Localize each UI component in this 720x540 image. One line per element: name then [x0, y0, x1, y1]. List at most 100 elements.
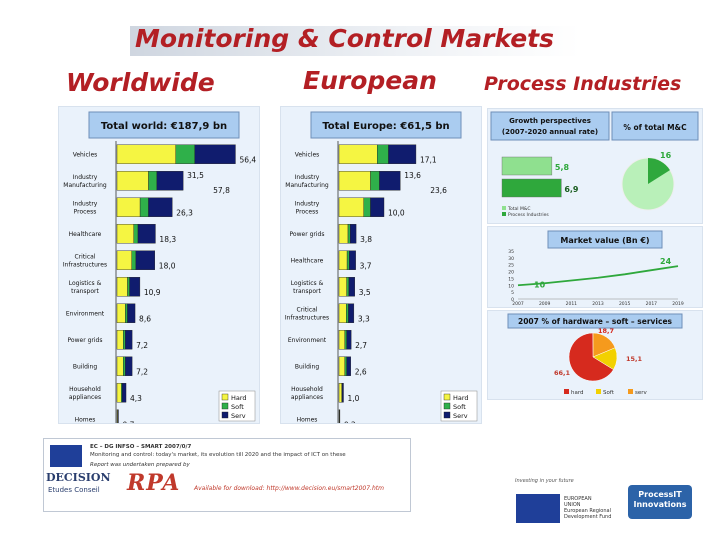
bar-segment-serv: [370, 197, 385, 217]
chart-title: Total Europe: €61,5 bn: [322, 121, 449, 132]
market-ytick: 15: [508, 276, 514, 282]
worldwide-panel: Total world: €187,9 bn Vehicles 56,4 Indust…: [58, 106, 260, 433]
market-start-label: 10: [534, 280, 546, 289]
pct-title-box: [611, 111, 699, 141]
growth-bar: [501, 156, 553, 176]
market-value-panel: Market value (Bn €) 35 30 25 20 15 10 5 0 2007 200…: [487, 226, 703, 308]
bar-segment-soft: [125, 303, 128, 323]
category-label: Household: [69, 386, 101, 393]
growth-value-label: 5,8: [555, 163, 570, 172]
bar-segment-hard: [116, 277, 128, 297]
growth-legend-label: Total M&C: [507, 206, 530, 212]
report-footer: [43, 438, 411, 512]
bar-segment-serv: [125, 330, 133, 350]
bar-segment-hard: [116, 330, 124, 350]
bar-segment-soft: [363, 197, 371, 217]
market-ytick: 10: [508, 283, 514, 289]
bar-segment-soft: [345, 303, 349, 323]
market-line: [517, 265, 679, 287]
bar-segment-serv: [348, 303, 355, 323]
hwpie-legend-swatch: [564, 389, 569, 394]
market-xtick: 2011: [566, 301, 578, 307]
eu-flag-icon: [50, 445, 82, 467]
category-label: Logistics &: [291, 280, 324, 287]
bar-segment-soft: [148, 171, 158, 191]
bar-segment-hard: [338, 144, 378, 164]
growth-chart: Growth perspectives (2007-2020 annual rat…: [490, 111, 699, 218]
growth-title-box: [490, 111, 610, 141]
hw-soft-serv-chart: 2007 % of hardware – soft – services18,7…: [507, 313, 683, 396]
bar-total-label: 3,5: [359, 288, 371, 297]
category-label: Healthcare: [291, 257, 324, 264]
bar-segment-serv: [137, 224, 156, 244]
bar-segment-soft: [377, 144, 389, 164]
pct-pie-label: 16: [660, 151, 672, 160]
bar-segment-soft: [131, 250, 137, 270]
bar-segment-serv: [348, 277, 355, 297]
download-link[interactable]: Available for download: http://www.decis…: [194, 485, 384, 492]
bar-segment-serv: [379, 171, 401, 191]
title-band: [130, 26, 580, 56]
bar-total-label: 0,2: [344, 420, 356, 423]
legend-label-hard: Hard: [453, 394, 469, 402]
category-label: Environment: [288, 337, 327, 344]
category-label: transport: [293, 288, 321, 295]
hwpie-label-serv: 18,7: [598, 327, 614, 335]
category-label: Vehicles: [73, 151, 98, 158]
bar-segment-serv: [125, 356, 133, 376]
legend-label-serv: Serv: [231, 412, 246, 420]
category-label: Power grids: [290, 231, 325, 238]
bar-segment-soft: [139, 197, 149, 217]
fund-line: European Regional: [564, 508, 611, 514]
bar-total-label: 7,2: [136, 341, 148, 350]
bar-total-label: 4,3: [130, 394, 142, 403]
category-label: appliances: [291, 394, 323, 401]
category-label: Infrastructures: [285, 314, 329, 321]
bar-segment-serv: [129, 277, 141, 297]
pct-pie-slice: [648, 158, 670, 184]
growth-value-label: 6,9: [564, 185, 579, 194]
growth-legend-label: Process Industries: [508, 212, 549, 218]
hwpie-legend-label: hard: [571, 390, 584, 396]
bar-total-label: 2,6: [355, 367, 367, 376]
bar-segment-soft: [370, 171, 380, 191]
worldwide-title: Worldwide: [66, 68, 215, 97]
bar-segment-soft: [344, 330, 347, 350]
category-label: Homes: [297, 416, 318, 423]
worldwide-chart: Total world: €187,9 bn Vehicles 56,4 Indust…: [63, 111, 256, 433]
bar-total-label: 3,7: [360, 261, 372, 270]
category-label: Industry: [73, 200, 98, 207]
bar-segment-serv: [148, 197, 173, 217]
bar-segment-hard: [338, 383, 342, 403]
hwpie-label-soft: 15,1: [626, 355, 643, 363]
bar-segment-hard: [116, 197, 141, 217]
legend-label-hard: Hard: [231, 394, 247, 402]
market-ytick: 30: [508, 256, 514, 262]
funding-tagline: Investing in your future: [515, 478, 574, 484]
bar-segment-hard: [338, 303, 347, 323]
category-label: Household: [291, 386, 323, 393]
prepared-line: Report was undertaken prepared by: [90, 462, 190, 468]
category-label: Homes: [75, 416, 96, 423]
bar-total-label: 3,8: [360, 235, 372, 244]
page-title: Monitoring & Control Markets: [135, 24, 554, 53]
legend-swatch-hard: [221, 393, 229, 401]
category-label: Healthcare: [69, 231, 102, 238]
hwpie-legend-swatch: [596, 389, 601, 394]
growth-legend-swatch: [502, 212, 506, 216]
bar-extra-label: 23,6: [430, 186, 447, 195]
europe-chart: Total Europe: €61,5 bn Vehicles 17,1 Indust…: [285, 111, 478, 433]
decision-logo: DECISION: [46, 471, 111, 484]
decision-subtitle: Etudes Conseil: [48, 486, 100, 494]
category-label: Manufacturing: [285, 182, 329, 189]
growth-panel: Growth perspectives (2007-2020 annual rat…: [487, 108, 703, 224]
hwpie-title-box: [507, 313, 683, 329]
category-label: Logistics &: [69, 280, 102, 287]
bar-segment-serv: [349, 250, 356, 270]
fund-line: UNION: [564, 502, 581, 508]
category-label: Process: [74, 208, 97, 215]
fund-line: Development Fund: [564, 514, 612, 520]
chart-title-box: [310, 111, 462, 139]
category-label: Industry: [295, 200, 320, 207]
bar-segment-soft: [347, 224, 351, 244]
